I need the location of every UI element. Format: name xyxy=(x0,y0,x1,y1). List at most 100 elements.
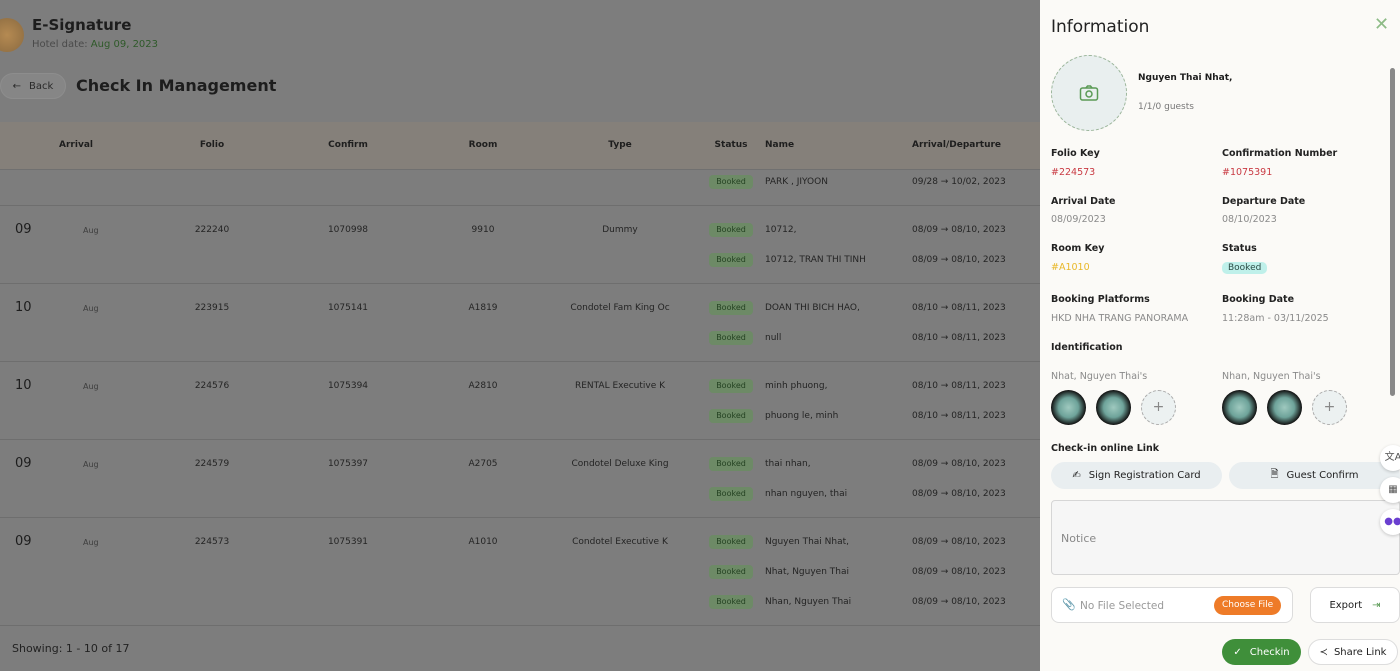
status-badge: Booked xyxy=(709,457,753,471)
hotel-date: Hotel date: Aug 09, 2023 xyxy=(32,39,158,50)
status-badge: Booked xyxy=(1222,262,1268,274)
arrival-departure-cell: 08/09 → 08/10, 2023 xyxy=(912,489,1006,499)
status-badge: Booked xyxy=(709,253,753,267)
table-row-group[interactable]: 09 Aug 222240 1070998 9910 Dummy Booked 10712, 0… xyxy=(0,206,1040,284)
checkin-link-label: Check-in online Link xyxy=(1051,443,1160,451)
share-label: Share Link xyxy=(1333,646,1387,658)
guest-name-cell: nhan nguyen, thai xyxy=(765,489,848,499)
col-confirm[interactable]: Confirm xyxy=(328,140,368,150)
export-button[interactable]: Export ⇥ xyxy=(1310,587,1400,623)
room-cell: A2810 xyxy=(468,381,498,391)
status-badge: Booked xyxy=(709,379,753,393)
departure-date-label: Departure Date xyxy=(1222,196,1306,207)
table-row-group[interactable]: 10 Aug 223915 1075141 A1819 Condotel Fam King… xyxy=(0,284,1040,362)
table-row-group[interactable]: 09 Aug 224573 1075391 A1010 Condotel Executiv… xyxy=(0,518,1040,626)
arrival-departure-cell: 08/10 → 08/11, 2023 xyxy=(912,381,1006,391)
id-card-back-image[interactable] xyxy=(1096,390,1131,425)
booking-date-label: Booking Date xyxy=(1222,294,1295,305)
apps-grid-icon[interactable]: ▦ xyxy=(1380,477,1400,503)
share-link-button[interactable]: ≺ Share Link xyxy=(1308,639,1398,665)
guest-name-cell: null xyxy=(765,333,782,343)
col-folio[interactable]: Folio xyxy=(199,140,225,150)
id-card-back-image[interactable] xyxy=(1267,390,1302,425)
folio-cell: 224579 xyxy=(194,459,230,469)
room-cell: A1010 xyxy=(468,537,498,547)
table-row-group[interactable]: Booked PARK , JIYOON 09/28 → 10/02, 2023 xyxy=(0,170,1040,206)
assistant-bot-icon[interactable]: ●● xyxy=(1380,509,1400,535)
camera-icon xyxy=(1079,85,1099,101)
guest-name-cell: Nhat, Nguyen Thai xyxy=(765,567,849,577)
room-key-label: Room Key xyxy=(1051,243,1105,254)
arrival-month: Aug xyxy=(83,538,99,547)
paperclip-icon: 📎 xyxy=(1062,598,1076,611)
folio-key-label: Folio Key xyxy=(1051,148,1100,159)
arrival-departure-cell: 08/09 → 08/10, 2023 xyxy=(912,225,1006,235)
arrow-left-icon: ← xyxy=(12,80,22,92)
confirm-cell: 1075391 xyxy=(327,537,369,547)
col-name[interactable]: Name xyxy=(765,140,795,150)
arrival-departure-cell: 08/10 → 08/11, 2023 xyxy=(912,411,1006,421)
guest-name-cell: minh phuong, xyxy=(765,381,828,391)
folio-cell: 223915 xyxy=(194,303,230,313)
id-owner-1: Nhat, Nguyen Thai's xyxy=(1051,371,1148,382)
close-icon[interactable]: ✕ xyxy=(1374,14,1390,35)
page-title: Check In Management xyxy=(76,76,277,95)
col-room[interactable]: Room xyxy=(468,140,498,150)
add-id-button[interactable]: + xyxy=(1141,390,1176,425)
guest-name-cell: thai nhan, xyxy=(765,459,811,469)
folio-cell: 224573 xyxy=(194,537,230,547)
guest-name-cell: phuong le, minh xyxy=(765,411,839,421)
arrival-departure-cell: 08/09 → 08/10, 2023 xyxy=(912,459,1006,469)
type-cell: Condotel Deluxe King xyxy=(571,459,669,469)
scrollbar[interactable] xyxy=(1390,68,1395,396)
guest-confirm-label: Guest Confirm xyxy=(1286,470,1359,481)
sign-registration-card-button[interactable]: ✍ Sign Registration Card xyxy=(1051,462,1222,489)
notice-textarea[interactable]: Notice xyxy=(1051,500,1400,575)
confirm-cell: 1075397 xyxy=(327,459,369,469)
col-arrival-departure[interactable]: Arrival/Departure xyxy=(912,140,1002,150)
room-cell: A1819 xyxy=(468,303,498,313)
choose-file-button[interactable]: Choose File xyxy=(1214,596,1282,615)
arrival-month: Aug xyxy=(83,382,99,391)
back-label: Back xyxy=(29,80,54,92)
booking-platform-label: Booking Platforms xyxy=(1051,294,1150,305)
table-row-group[interactable]: 09 Aug 224579 1075397 A2705 Condotel Deluxe K… xyxy=(0,440,1040,518)
information-panel: Information ✕ Nguyen Thai Nhat, 1/1/0 gu… xyxy=(1040,0,1400,671)
type-cell: Condotel Executive K xyxy=(572,537,668,547)
back-button[interactable]: ← Back xyxy=(0,73,66,99)
id-card-front-image[interactable] xyxy=(1051,390,1086,425)
arrival-month: Aug xyxy=(83,304,99,313)
guest-confirm-button[interactable]: 🗎 Guest Confirm xyxy=(1229,462,1400,489)
guest-name-cell: 10712, xyxy=(765,225,797,235)
export-icon: ⇥ xyxy=(1372,599,1381,611)
checkin-button[interactable]: ✓ Checkin xyxy=(1222,639,1301,665)
arrival-day: 09 xyxy=(15,534,32,549)
arrival-date-label: Arrival Date xyxy=(1051,196,1116,207)
departure-date-value: 08/10/2023 xyxy=(1222,214,1277,225)
arrival-date-value: 08/09/2023 xyxy=(1051,214,1106,225)
col-status[interactable]: Status xyxy=(714,140,748,150)
add-id-button[interactable]: + xyxy=(1312,390,1347,425)
panel-title: Information xyxy=(1051,17,1150,37)
folio-key-value: #224573 xyxy=(1051,167,1096,178)
main-area: E-Signature Hotel date: Aug 09, 2023 ← Ba… xyxy=(0,16,1040,655)
no-file-text: No File Selected xyxy=(1080,600,1165,612)
guest-name: Nguyen Thai Nhat, xyxy=(1138,73,1233,83)
type-cell: RENTAL Executive K xyxy=(574,381,666,391)
confirmation-label: Confirmation Number xyxy=(1222,148,1338,159)
arrival-day: 09 xyxy=(15,456,32,471)
id-card-front-image[interactable] xyxy=(1222,390,1257,425)
arrival-departure-cell: 08/09 → 08/10, 2023 xyxy=(912,567,1006,577)
guest-name-cell: Nhan, Nguyen Thai xyxy=(765,597,852,607)
translate-icon[interactable]: 文A xyxy=(1380,445,1400,471)
booking-platform-value: HKD NHA TRANG PANORAMA xyxy=(1051,313,1189,324)
status-badge: Booked xyxy=(709,175,753,189)
file-input[interactable]: 📎 No File Selected Choose File xyxy=(1051,587,1293,623)
col-type[interactable]: Type xyxy=(608,140,632,150)
col-arrival[interactable]: Arrival xyxy=(59,140,93,150)
status-badge: Booked xyxy=(709,223,753,237)
check-icon: ✓ xyxy=(1233,646,1242,658)
table-row-group[interactable]: 10 Aug 224576 1075394 A2810 RENTAL Executive … xyxy=(0,362,1040,440)
arrival-day: 09 xyxy=(15,222,32,237)
guest-photo-upload[interactable] xyxy=(1051,55,1127,131)
